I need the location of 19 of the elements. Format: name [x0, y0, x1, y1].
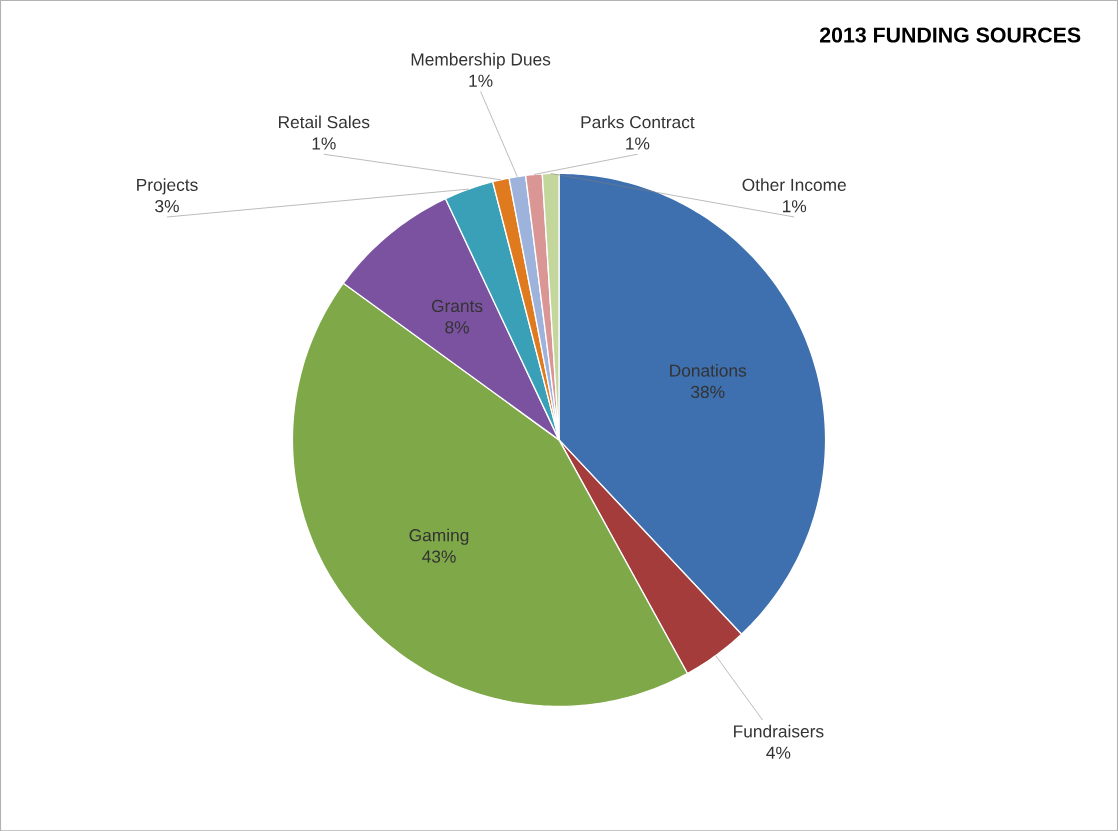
slice-label: Grants [431, 299, 483, 312]
slice-label: Donations [670, 363, 747, 377]
data-label: 1% [783, 199, 807, 213]
data-label: 3% [155, 199, 179, 213]
slice-label: Projects [137, 178, 198, 195]
slice-label: Membership Dues [411, 52, 551, 69]
slice-label: Gaming [409, 528, 469, 545]
slice-label: Parks Contract [581, 115, 695, 129]
data-label: 43% [422, 550, 456, 563]
slice-label: Other Income [742, 178, 846, 191]
data-label: 8% [445, 320, 469, 334]
data-label: 1% [312, 137, 336, 150]
data-label: 1% [469, 74, 493, 87]
text: 2013 FUNDING SOURCES [820, 27, 1081, 43]
data-label: 1% [626, 137, 650, 150]
data-label: 4% [766, 746, 791, 759]
data-label: 38% [691, 385, 725, 398]
slice-label: Fundraisers [734, 724, 824, 738]
slice-label: Retail Sales [278, 115, 370, 129]
